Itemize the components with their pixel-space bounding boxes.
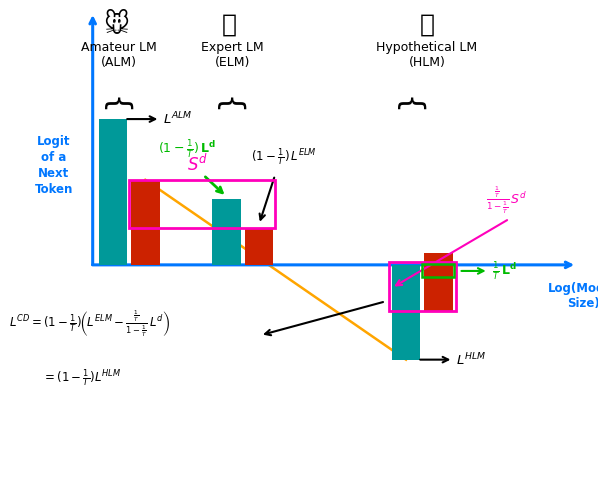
Text: 🦖: 🦖	[419, 12, 435, 36]
Bar	[131, 180, 160, 265]
Text: $(1-\frac{1}{T})\,\mathbf{L^d}$: $(1-\frac{1}{T})\,\mathbf{L^d}$	[158, 139, 216, 160]
Text: Log(Model
Size): Log(Model Size)	[548, 282, 598, 311]
Bar	[212, 199, 241, 265]
Text: }: }	[215, 90, 244, 109]
Text: Hypothetical LM
(HLM): Hypothetical LM (HLM)	[376, 41, 478, 69]
Text: }: }	[395, 90, 423, 109]
Text: $\frac{1}{T}\,\mathbf{L^d}$: $\frac{1}{T}\,\mathbf{L^d}$	[492, 260, 516, 282]
Bar	[392, 265, 420, 360]
Text: Logit
of a
Next
Token: Logit of a Next Token	[35, 135, 73, 196]
Bar	[422, 264, 454, 277]
Text: }: }	[102, 90, 130, 109]
Bar	[99, 119, 127, 265]
Text: $S^d$: $S^d$	[187, 154, 208, 175]
Bar	[129, 180, 275, 228]
Bar	[424, 253, 453, 311]
Text: $L^{HLM}$: $L^{HLM}$	[456, 351, 486, 368]
Text: Expert LM
(ELM): Expert LM (ELM)	[202, 41, 264, 69]
Text: $L^{CD}{=}(1-\frac{1}{T})\!\left(L^{ELM} - \frac{\frac{1}{T}}{1-\frac{1}{T}}\,L^: $L^{CD}{=}(1-\frac{1}{T})\!\left(L^{ELM}…	[9, 309, 170, 339]
Bar	[245, 228, 273, 265]
Bar	[389, 262, 456, 311]
Text: 🐘: 🐘	[222, 12, 237, 36]
Text: $=(1-\frac{1}{T})L^{HLM}$: $=(1-\frac{1}{T})L^{HLM}$	[42, 367, 121, 389]
Text: Amateur LM
(ALM): Amateur LM (ALM)	[81, 41, 157, 69]
Text: $L^{ALM}$: $L^{ALM}$	[163, 111, 193, 127]
Text: 🐭: 🐭	[103, 12, 129, 37]
Text: $\frac{\frac{1}{T}}{1-\frac{1}{T}}\,S^d$: $\frac{\frac{1}{T}}{1-\frac{1}{T}}\,S^d$	[486, 185, 527, 216]
Text: $(1-\frac{1}{T})\,L^{ELM}$: $(1-\frac{1}{T})\,L^{ELM}$	[251, 146, 317, 168]
